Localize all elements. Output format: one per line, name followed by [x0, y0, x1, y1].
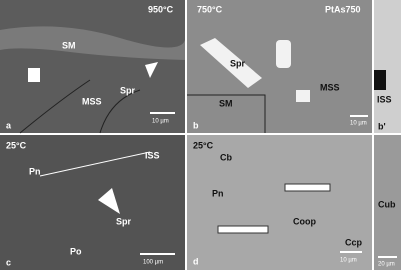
pointer	[39, 151, 151, 177]
phase-label: ISS	[377, 94, 392, 104]
phase-label: SM	[62, 40, 76, 50]
panel-letter: d	[193, 256, 199, 266]
coop-lamella	[217, 225, 269, 234]
panel-letter: a	[6, 120, 12, 130]
sm-band	[0, 26, 185, 60]
phase-label: Po	[70, 246, 82, 256]
coop-lamella	[284, 183, 331, 192]
phase-label: PtAs750	[325, 4, 361, 14]
phase-label: Spr	[116, 216, 132, 226]
crack	[187, 94, 266, 133]
phase-label: ISS	[145, 150, 160, 160]
phase-label: Pn	[212, 188, 224, 198]
spr-grain	[200, 38, 262, 88]
scale-label: 100 µm	[143, 260, 163, 266]
phase-label: Pn	[29, 166, 41, 176]
panel-d	[187, 135, 372, 270]
phase-label: Coop	[293, 216, 316, 226]
scale-label: 10 µm	[350, 121, 367, 127]
scale-label: 20 µm	[378, 262, 395, 268]
scale-label: 10 µm	[152, 119, 169, 125]
phase-label: SM	[219, 98, 233, 108]
spr-grain	[98, 188, 120, 214]
spr-grain	[276, 40, 291, 68]
dark-grain	[374, 70, 386, 90]
panel-letter: b'	[378, 121, 386, 131]
panel-cub	[374, 135, 401, 270]
phase-label: Spr	[230, 58, 246, 68]
phase-label: MSS	[320, 82, 340, 92]
phase-label: 25°C	[193, 140, 214, 150]
phase-label: Spr	[120, 85, 136, 95]
phase-label: MSS	[82, 96, 102, 106]
spr-grain	[296, 90, 310, 102]
panel-c	[0, 135, 185, 270]
phase-label: Ccp	[345, 237, 363, 247]
phase-label: 750°C	[197, 4, 223, 14]
phase-label: 25°C	[6, 140, 27, 150]
spr-grain	[145, 62, 158, 78]
spr-grain	[28, 68, 40, 82]
panel-letter: c	[6, 257, 11, 267]
scale-label: 10 µm	[340, 258, 357, 264]
phase-label: Cub	[378, 199, 396, 209]
panel-letter: b	[193, 120, 199, 130]
crack	[19, 79, 141, 134]
phase-label: Cb	[220, 152, 232, 162]
panel-b-prime	[374, 0, 401, 133]
phase-label: 950°C	[148, 4, 174, 14]
